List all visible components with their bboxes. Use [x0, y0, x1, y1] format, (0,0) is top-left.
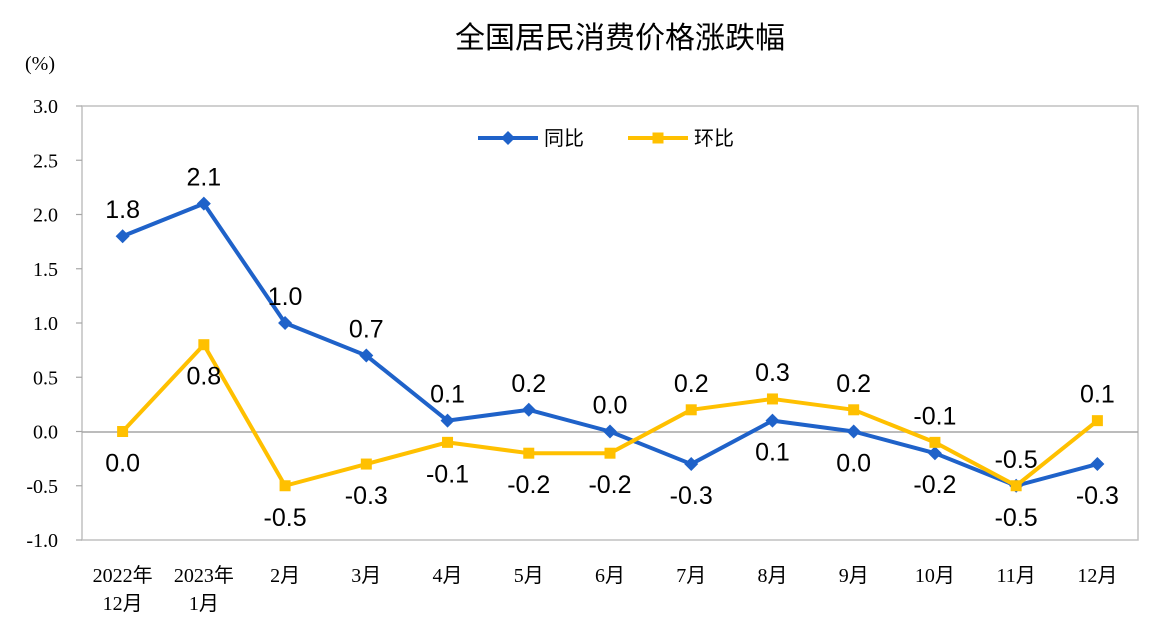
data-label: -0.3 [670, 482, 713, 510]
data-label: 0.2 [674, 370, 709, 398]
series-point [604, 447, 616, 459]
x-tick-label: 2023年 [174, 564, 234, 587]
legend-marker [501, 131, 515, 145]
series-point [198, 339, 210, 351]
data-label: -0.2 [588, 471, 631, 499]
legend: 同比 环比 [478, 126, 734, 150]
y-axis: 3.0 2.5 2.0 1.5 1.0 0.5 0.0 -0.5 -1.0 [26, 96, 82, 552]
data-label: -0.3 [345, 482, 388, 510]
series-point [765, 413, 780, 428]
series-point [1091, 415, 1103, 427]
x-tick-label: 10月 [915, 565, 955, 587]
data-label: -0.5 [995, 446, 1038, 474]
series-point [278, 316, 293, 330]
data-label: -0.5 [264, 504, 307, 532]
data-label: 1.8 [105, 196, 140, 224]
x-tick-label: 7月 [676, 565, 706, 587]
data-label: 1.0 [268, 283, 303, 311]
series-point [684, 457, 699, 472]
data-label: -0.1 [913, 402, 956, 430]
series-point [846, 424, 861, 439]
series-point [523, 447, 535, 459]
series-point [359, 348, 374, 363]
legend-label: 同比 [544, 126, 584, 150]
series-point [521, 402, 536, 417]
data-label: -0.2 [507, 471, 550, 499]
x-tick-label: 6月 [595, 565, 625, 587]
series-point [685, 404, 697, 416]
series-point [927, 446, 942, 461]
series-point [196, 196, 211, 211]
data-label: 2.1 [186, 164, 221, 192]
x-tick-label: 11月 [997, 565, 1036, 587]
data-label: 0.1 [430, 381, 465, 409]
x-tick-label: 8月 [757, 565, 787, 587]
data-label: 0.3 [755, 359, 790, 387]
y-tick-label: 1.0 [33, 313, 58, 335]
x-tick-label: 4月 [433, 565, 463, 587]
series-point [1090, 457, 1105, 472]
y-tick-label: 2.0 [33, 205, 58, 227]
data-labels: 1.8 2.1 1.0 0.7 0.1 0.2 0.0 -0.3 0.1 0.0 -0.2 -0.5 -… [105, 164, 1119, 532]
data-label: 0.2 [836, 370, 871, 398]
data-label: 0.0 [836, 450, 871, 478]
data-label: -0.1 [426, 460, 469, 488]
y-tick-label: 2.5 [33, 150, 58, 172]
x-tick-label: 5月 [514, 565, 544, 587]
y-tick-label: -0.5 [26, 476, 58, 498]
x-tick-label: 9月 [839, 565, 869, 587]
data-label: -0.5 [995, 504, 1038, 532]
data-label: 0.0 [105, 450, 140, 478]
series-point [360, 458, 372, 470]
legend-marker [652, 132, 664, 144]
x-axis: 2022年 12月 2023年 1月 2月 3月 4月 5月 6月 7月 8月 9月 10月 11月 12月 [93, 564, 1118, 615]
series-point [603, 424, 617, 439]
x-tick-label: 2022年 [93, 564, 153, 587]
data-label: -0.3 [1076, 482, 1119, 510]
data-label: -0.2 [913, 471, 956, 499]
x-tick-label: 12月 [1077, 565, 1117, 587]
series-point [848, 404, 860, 416]
series-point [442, 436, 454, 448]
y-tick-label: 0.0 [33, 422, 58, 444]
series-point [929, 436, 941, 448]
data-label: 0.7 [349, 316, 384, 344]
series-point [117, 426, 129, 437]
y-tick-label: 0.5 [33, 367, 58, 389]
series-point [440, 413, 455, 428]
y-tick-label: 3.0 [33, 96, 58, 118]
series-line-0 [121, 201, 1098, 488]
x-tick-label: 12月 [103, 593, 143, 615]
y-tick-label: 1.5 [33, 259, 58, 281]
data-label: 0.1 [755, 439, 790, 467]
series-point [115, 229, 130, 244]
series-layer [115, 196, 1105, 493]
legend-label: 环比 [694, 126, 734, 150]
chart-title: 全国居民消费价格涨跌幅 [455, 21, 785, 56]
series-point [279, 480, 291, 492]
y-tick-label: -1.0 [26, 530, 58, 552]
series-point [1010, 480, 1022, 492]
x-tick-label: 1月 [189, 593, 219, 615]
series-point [766, 393, 778, 405]
y-unit-label: (%) [25, 53, 55, 75]
data-label: 0.1 [1080, 381, 1115, 409]
x-tick-label: 2月 [270, 565, 300, 587]
data-label: 0.2 [511, 370, 546, 398]
x-tick-label: 3月 [351, 565, 381, 587]
data-label: 0.8 [186, 363, 221, 391]
data-label: 0.0 [593, 392, 628, 420]
